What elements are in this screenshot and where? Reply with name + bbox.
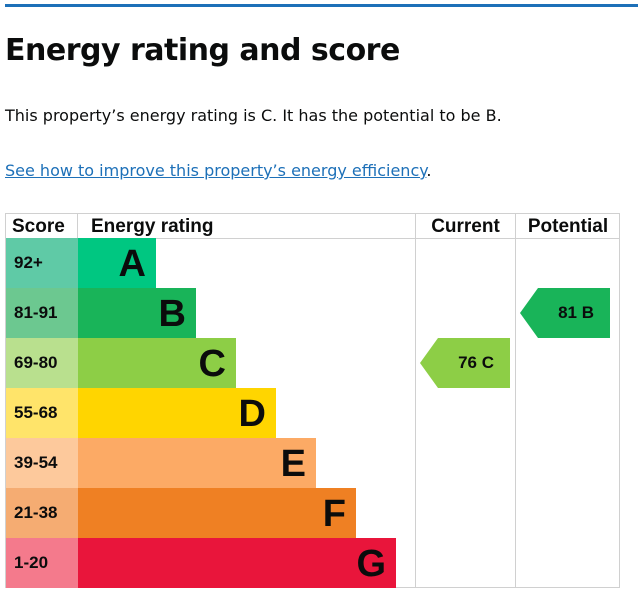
- band-bar: B: [78, 288, 196, 338]
- current-rating-arrow: 76 C: [420, 338, 510, 388]
- band-score: 39-54: [6, 438, 78, 488]
- potential-rating-arrow: 81 B: [520, 288, 610, 338]
- band-score: 1-20: [6, 538, 78, 588]
- band-score: 55-68: [6, 388, 78, 438]
- band-bar: A: [78, 238, 156, 288]
- column-divider: [515, 239, 516, 587]
- band-score: 69-80: [6, 338, 78, 388]
- band-score: 81-91: [6, 288, 78, 338]
- page-title: Energy rating and score: [5, 33, 400, 68]
- band-score: 21-38: [6, 488, 78, 538]
- energy-rating-chart: Score Energy rating Current Potential 92…: [5, 213, 620, 588]
- header-score: Score: [6, 214, 78, 239]
- header-divider: [6, 238, 619, 239]
- improve-efficiency-link[interactable]: See how to improve this property’s energ…: [5, 161, 427, 180]
- band-bar: F: [78, 488, 356, 538]
- band-bar: D: [78, 388, 276, 438]
- link-suffix: .: [426, 161, 432, 180]
- header-potential: Potential: [527, 216, 609, 237]
- band-bar: C: [78, 338, 236, 388]
- band-bar: G: [78, 538, 396, 588]
- header-current: Current: [416, 214, 516, 239]
- band-bar: E: [78, 438, 316, 488]
- improve-link-paragraph: See how to improve this property’s energ…: [5, 161, 432, 180]
- rating-summary: This property’s energy rating is C. It h…: [5, 106, 502, 125]
- column-divider: [415, 239, 416, 587]
- band-score: 92+: [6, 238, 78, 288]
- top-rule: [5, 4, 638, 7]
- header-energy-rating: Energy rating: [78, 214, 416, 239]
